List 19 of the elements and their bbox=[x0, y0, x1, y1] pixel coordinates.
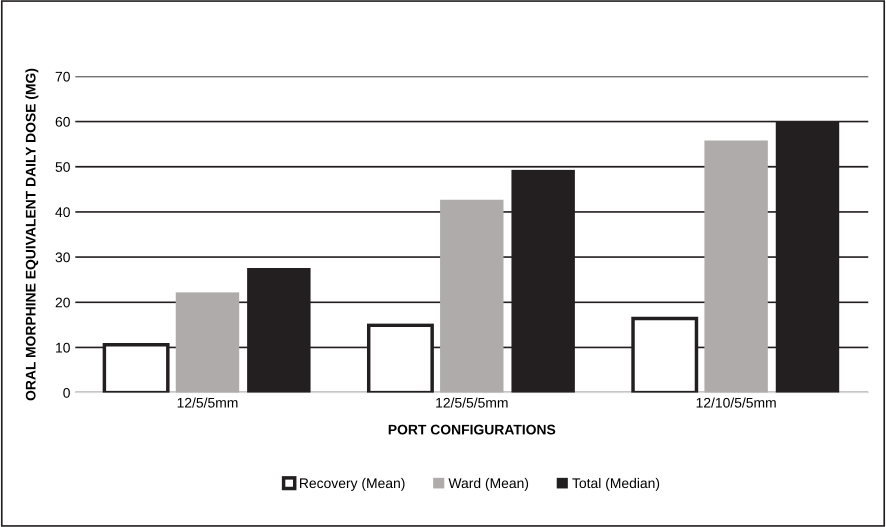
y-axis-title: ORAL MORPHINE EQUIVALENT DAILY DOSE (MG) bbox=[25, 68, 38, 400]
y-tick-label: 70 bbox=[56, 72, 70, 82]
y-tick-label: 10 bbox=[56, 342, 70, 353]
legend-label: Recovery (Mean) bbox=[300, 478, 405, 491]
legend-label: Total (Median) bbox=[572, 478, 660, 491]
y-tick-label: 30 bbox=[56, 252, 70, 262]
x-tick-label: 12/5/5mm bbox=[178, 397, 238, 408]
bar bbox=[704, 140, 768, 393]
x-tick-label: 12/10/5/5mm bbox=[696, 397, 776, 408]
legend-label: Ward (Mean) bbox=[448, 478, 528, 491]
y-tick-label: 20 bbox=[56, 298, 70, 308]
y-tick-label: 0 bbox=[63, 388, 70, 398]
x-axis-title: PORT CONFIGURATIONS bbox=[388, 424, 556, 435]
y-tick-label: 50 bbox=[56, 162, 70, 172]
y-tick-label: 60 bbox=[56, 116, 70, 127]
x-tick-label: 12/5/5/5mm bbox=[436, 397, 508, 408]
bar bbox=[440, 200, 504, 393]
bar bbox=[176, 292, 240, 393]
y-tick-label: 40 bbox=[55, 207, 70, 218]
